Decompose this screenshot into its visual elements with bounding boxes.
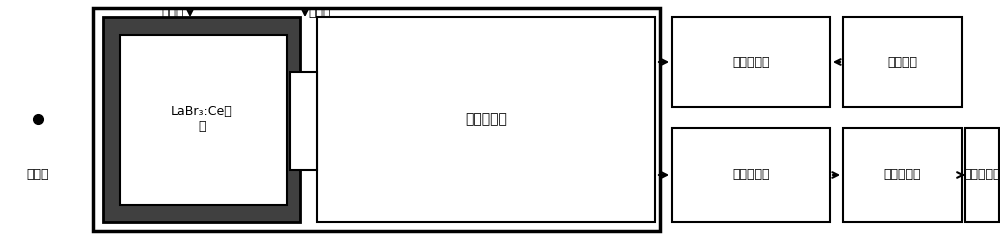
Text: 放射源: 放射源 [27, 168, 49, 181]
Text: 高压分压器: 高压分压器 [732, 55, 770, 69]
Bar [672, 17, 830, 107]
Bar [843, 128, 962, 222]
Bar [317, 17, 655, 222]
Text: 前置放大器: 前置放大器 [732, 168, 770, 181]
Text: LaBr₃:Ce晶
体: LaBr₃:Ce晶 体 [171, 105, 233, 133]
Bar [672, 128, 830, 222]
Text: 光电倍增管: 光电倍增管 [465, 112, 507, 126]
Bar [843, 17, 962, 107]
Text: 多道分析器: 多道分析器 [963, 168, 1000, 181]
Text: 光耦合: 光耦合 [309, 6, 331, 19]
Text: 线性放大器: 线性放大器 [883, 168, 921, 181]
Text: 反射层: 反射层 [162, 6, 184, 19]
Bar [103, 17, 300, 222]
Bar [965, 128, 999, 222]
Bar [93, 8, 660, 231]
Bar [290, 72, 317, 170]
Bar [120, 35, 287, 205]
Text: 高压输入: 高压输入 [887, 55, 917, 69]
